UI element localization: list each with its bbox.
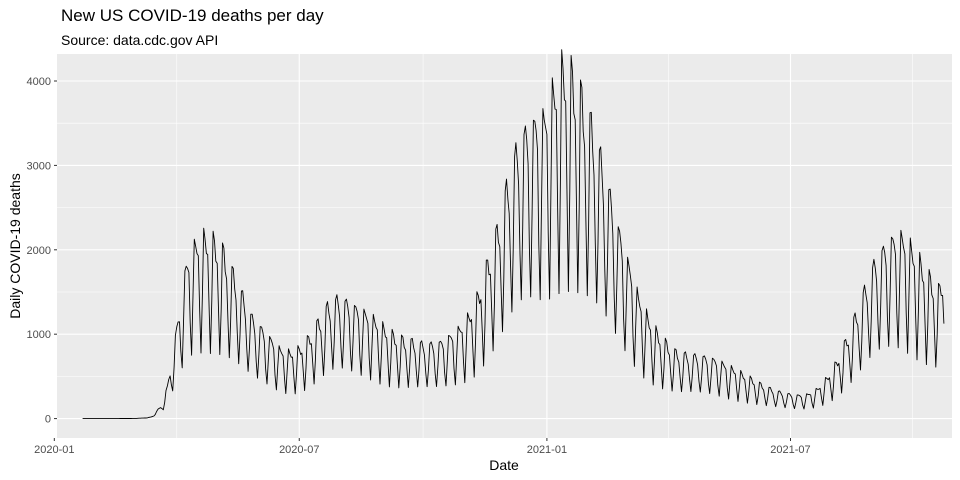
chart-title: New US COVID-19 deaths per day	[61, 6, 324, 25]
y-tick-label: 2000	[27, 245, 51, 257]
series-layer	[82, 49, 945, 420]
axis-ticks: 0 1000 2000 3000 4000 2020-01 2020-07 2021-01 20…	[27, 76, 811, 456]
x-tick-label: 2021-01	[527, 444, 567, 456]
series-line	[82, 49, 945, 420]
x-tick-label: 2020-07	[279, 444, 319, 456]
y-axis-title: Daily COVID-19 deaths	[7, 173, 23, 319]
chart-subtitle: Source: data.cdc.gov API	[61, 32, 219, 48]
y-tick-label: 0	[45, 414, 51, 426]
y-tick-label: 1000	[27, 329, 51, 341]
y-tick-label: 3000	[27, 160, 51, 172]
y-tick-label: 4000	[27, 76, 51, 88]
x-tick-label: 2021-07	[770, 444, 810, 456]
x-axis-title: Date	[489, 457, 519, 473]
x-tick-label: 2020-01	[34, 444, 74, 456]
